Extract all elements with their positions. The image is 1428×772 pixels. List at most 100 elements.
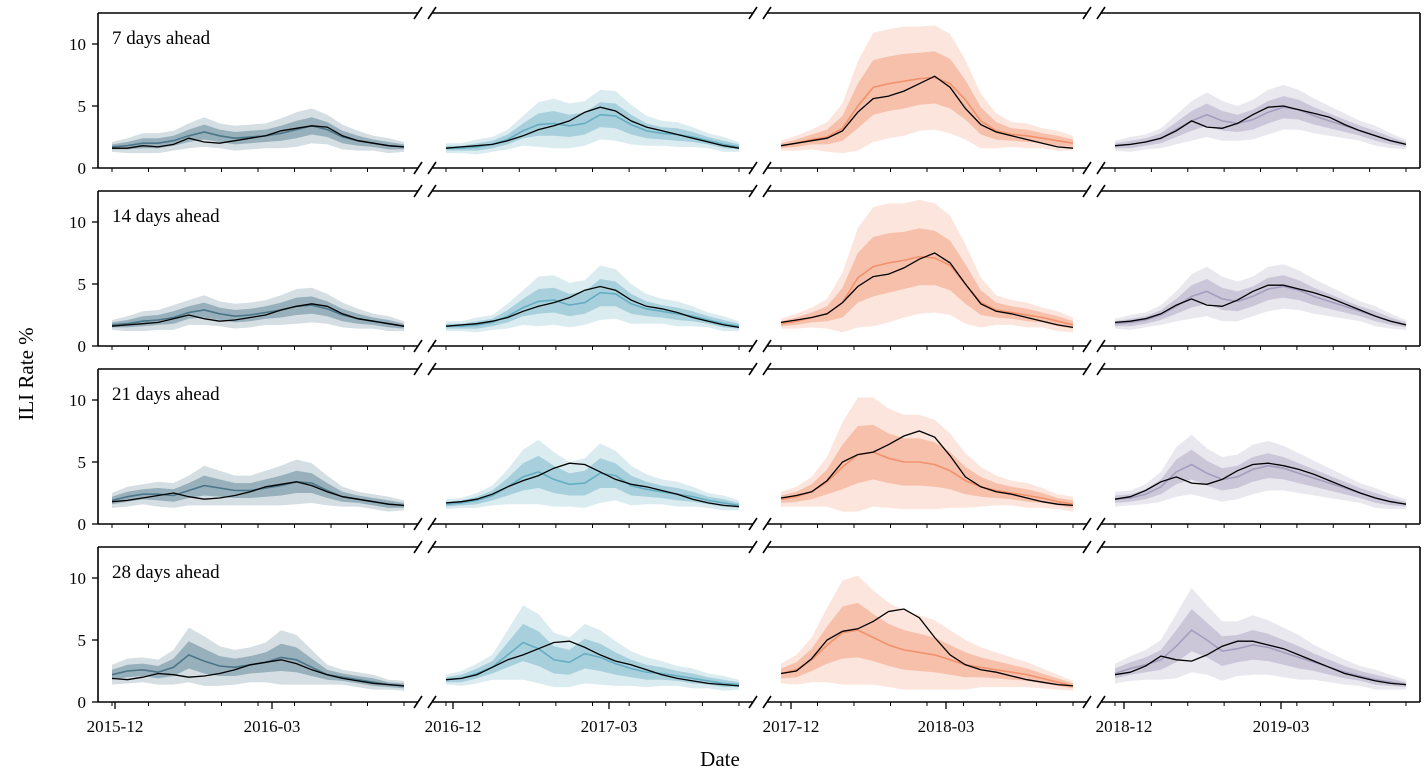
prediction-band-68 xyxy=(1115,96,1406,149)
actual-ili-line xyxy=(445,640,740,687)
prediction-band-95 xyxy=(446,265,739,333)
axis-break-mark xyxy=(413,695,423,709)
x-axis-title: Date xyxy=(700,747,740,771)
y-axis-title: ILI Rate % xyxy=(14,327,38,420)
prediction-mean-line xyxy=(446,291,740,327)
prediction-mean-line xyxy=(1114,285,1407,326)
axis-break-mark xyxy=(748,362,758,376)
prediction-band-95 xyxy=(781,575,1073,691)
axis-break-mark xyxy=(413,540,423,554)
axis-break-mark xyxy=(748,6,758,20)
x-tick-label: 2018-03 xyxy=(918,717,975,736)
panel-row-4: 0 5 10 28 days ahead xyxy=(69,540,1421,712)
axis-break-mark xyxy=(413,362,423,376)
actual-ili-line xyxy=(111,303,405,327)
season-2018-19 xyxy=(1114,84,1407,152)
y-tick-label: 10 xyxy=(69,213,86,232)
actual-ili-line xyxy=(112,125,405,149)
y-tick-label: 10 xyxy=(69,35,86,54)
axis-break-mark xyxy=(1082,339,1092,353)
x-tick-label: 2017-03 xyxy=(581,717,638,736)
prediction-band-68 xyxy=(446,279,739,329)
actual-ili-line xyxy=(1114,640,1407,686)
prediction-band-95 xyxy=(1115,434,1406,510)
prediction-mean-line xyxy=(780,629,1074,687)
season-2016-17 xyxy=(445,89,740,155)
prediction-band-95 xyxy=(446,89,739,155)
prediction-band-95 xyxy=(1115,587,1406,690)
y-tick-label: 5 xyxy=(78,631,87,650)
prediction-band-68 xyxy=(1115,275,1406,328)
axis-break-mark xyxy=(413,161,423,175)
prediction-band-68 xyxy=(112,641,404,689)
prediction-band-95 xyxy=(781,199,1073,333)
prediction-band-68 xyxy=(446,102,739,151)
prediction-mean-line xyxy=(780,76,1074,147)
season-2016-17 xyxy=(445,439,740,511)
prediction-band-68 xyxy=(1115,609,1406,688)
season-2015-16 xyxy=(111,108,405,154)
x-tick-label: 2017-12 xyxy=(763,717,820,736)
actual-ili-line xyxy=(780,608,1074,687)
actual-ili-line xyxy=(780,252,1074,329)
x-tick-label: 2015-12 xyxy=(87,717,144,736)
panel-row-1: 0 5 10 7 days ahead xyxy=(69,6,1421,178)
axis-break-mark xyxy=(413,517,423,531)
season-2018-19 xyxy=(1114,434,1407,510)
prediction-band-95 xyxy=(112,459,404,512)
axis-break-mark xyxy=(748,161,758,175)
axis-break-mark xyxy=(748,695,758,709)
actual-ili-line xyxy=(445,106,740,149)
prediction-mean-line xyxy=(1114,629,1407,686)
axis-break-mark xyxy=(748,184,758,198)
season-2017-18 xyxy=(780,575,1074,691)
axis-break-mark xyxy=(413,184,423,198)
actual-ili-line xyxy=(445,285,740,329)
actual-ili-line xyxy=(1114,462,1407,505)
axis-break-mark xyxy=(1082,362,1092,376)
axis-break-mark xyxy=(1082,540,1092,554)
axis-break-mark xyxy=(748,339,758,353)
prediction-band-68 xyxy=(781,51,1073,149)
season-2017-18 xyxy=(780,199,1074,333)
y-tick-label: 5 xyxy=(78,453,87,472)
prediction-band-68 xyxy=(112,117,404,150)
prediction-band-68 xyxy=(781,228,1073,329)
panel-label: 28 days ahead xyxy=(112,562,220,583)
x-tick-label: 2018-12 xyxy=(1096,717,1153,736)
season-2018-19 xyxy=(1114,587,1407,690)
panel-row-2: 0 5 10 14 days ahead xyxy=(69,184,1421,356)
prediction-band-95 xyxy=(1115,84,1406,152)
actual-ili-line xyxy=(445,462,740,508)
season-2017-18 xyxy=(780,397,1074,512)
axis-break-mark xyxy=(748,540,758,554)
actual-ili-line xyxy=(1114,284,1407,326)
axis-break-mark xyxy=(1082,6,1092,20)
panel-row-3: 0 5 10 21 days ahead xyxy=(69,362,1421,534)
prediction-band-95 xyxy=(112,287,404,332)
prediction-mean-line xyxy=(445,471,740,507)
axis-break-mark xyxy=(1082,517,1092,531)
axis-break-mark xyxy=(1082,161,1092,175)
axis-break-mark xyxy=(1082,695,1092,709)
actual-ili-line xyxy=(111,481,405,507)
prediction-band-95 xyxy=(112,108,404,154)
season-2017-18 xyxy=(780,25,1074,154)
x-tick-label: 2016-12 xyxy=(425,717,482,736)
prediction-mean-line xyxy=(780,451,1074,505)
prediction-band-95 xyxy=(446,605,739,691)
prediction-band-68 xyxy=(112,296,404,329)
y-tick-label: 10 xyxy=(69,569,86,588)
actual-ili-line xyxy=(1114,105,1407,147)
y-tick-label: 0 xyxy=(78,693,87,712)
y-tick-label: 0 xyxy=(78,515,87,534)
prediction-band-68 xyxy=(781,424,1073,508)
axis-break-mark xyxy=(1082,184,1092,198)
actual-ili-line xyxy=(111,659,405,687)
panel-label: 21 days ahead xyxy=(112,384,220,405)
y-tick-label: 5 xyxy=(78,275,87,294)
x-tick-label: 2019-03 xyxy=(1253,717,1310,736)
prediction-mean-line xyxy=(445,641,740,686)
prediction-band-68 xyxy=(781,602,1073,689)
